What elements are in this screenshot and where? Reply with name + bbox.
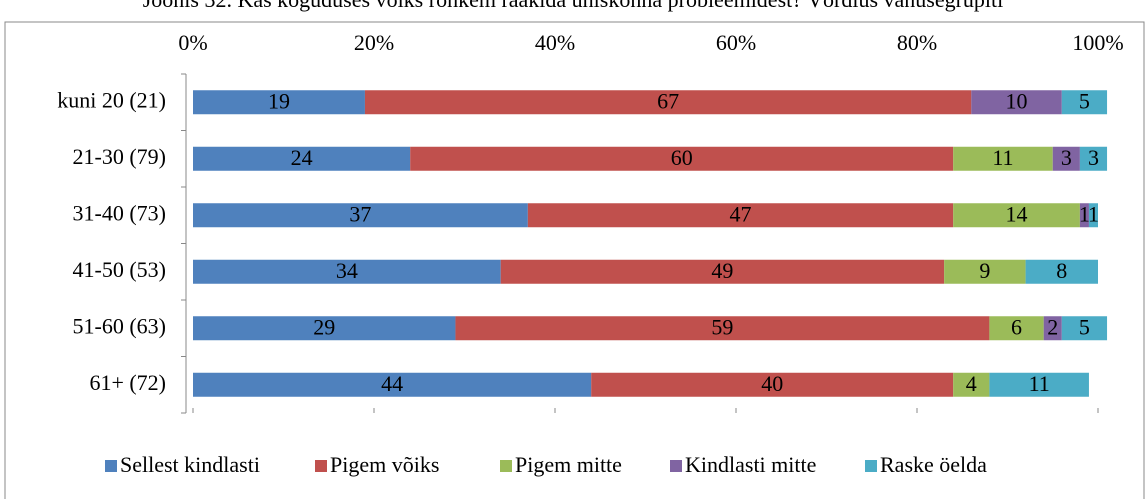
data-label: 67 — [657, 88, 679, 113]
x-tick-label: 80% — [897, 30, 937, 55]
bar-segment — [944, 259, 1026, 284]
bar-segment — [193, 90, 365, 115]
bar-segment — [1043, 316, 1062, 341]
data-label: 1 — [1079, 201, 1090, 226]
x-tick-label: 60% — [716, 30, 756, 55]
data-label: 14 — [1006, 201, 1028, 226]
x-tick-label: 0% — [178, 30, 207, 55]
bar-segment — [953, 372, 990, 397]
x-tick-label: 100% — [1072, 30, 1123, 55]
bar-segment — [971, 90, 1062, 115]
bar-segment — [591, 372, 954, 397]
legend-swatch — [315, 460, 327, 472]
data-label: 5 — [1079, 314, 1090, 339]
bar-segment — [1025, 259, 1098, 284]
data-label: 1 — [1088, 201, 1099, 226]
data-label: 49 — [711, 258, 733, 283]
bar-segment — [364, 90, 972, 115]
chart-title: Joonis 32. Kas koguduses võiks rohkem rä… — [143, 0, 1004, 12]
data-label: 37 — [349, 201, 371, 226]
bar-segment — [953, 146, 1053, 171]
data-label: 3 — [1061, 145, 1072, 170]
bar-segment — [410, 146, 954, 171]
y-tick-label: kuni 20 (21) — [57, 87, 166, 112]
bar-segment — [1079, 203, 1089, 228]
bar-segment — [1079, 146, 1108, 171]
bar-segment — [989, 316, 1044, 341]
data-label: 8 — [1056, 258, 1067, 283]
y-tick-label: 41-50 (53) — [73, 257, 166, 282]
y-tick-label: 21-30 (79) — [73, 144, 166, 169]
legend-swatch — [105, 460, 117, 472]
bar-segment — [1052, 146, 1080, 171]
data-label: 3 — [1088, 145, 1099, 170]
chart-frame — [4, 21, 1145, 499]
legend-label: Pigem võiks — [330, 452, 439, 477]
bar-segment — [1088, 203, 1098, 228]
legend-label: Pigem mitte — [515, 452, 622, 477]
data-label: 4 — [966, 371, 977, 396]
data-label: 9 — [979, 258, 990, 283]
bar-segment — [1061, 316, 1108, 341]
x-tick-label: 40% — [535, 30, 575, 55]
data-label: 29 — [313, 314, 335, 339]
data-label: 60 — [671, 145, 693, 170]
data-label: 6 — [1011, 314, 1022, 339]
legend-swatch — [865, 460, 877, 472]
legend-label: Sellest kindlasti — [120, 452, 260, 477]
data-label: 47 — [730, 201, 752, 226]
bar-segment — [193, 203, 528, 228]
legend-swatch — [500, 460, 512, 472]
data-label: 44 — [381, 371, 403, 396]
bar-segment — [953, 203, 1080, 228]
y-tick-label: 31-40 (73) — [73, 200, 166, 225]
data-label: 19 — [268, 88, 290, 113]
data-label: 59 — [711, 314, 733, 339]
bar-segment — [500, 259, 945, 284]
data-label: 24 — [291, 145, 313, 170]
bar-segment — [1061, 90, 1108, 115]
legend-label: Raske öelda — [880, 452, 987, 477]
bar-segment — [989, 372, 1089, 397]
data-label: 11 — [992, 145, 1013, 170]
y-tick-label: 61+ (72) — [89, 370, 166, 395]
bar-segment — [455, 316, 990, 341]
bar-segment — [193, 372, 592, 397]
data-label: 2 — [1047, 314, 1058, 339]
y-tick-label: 51-60 (63) — [73, 313, 166, 338]
data-label: 10 — [1006, 88, 1028, 113]
bar-segment — [527, 203, 954, 228]
data-label: 5 — [1079, 88, 1090, 113]
data-label: 40 — [761, 371, 783, 396]
legend-swatch — [670, 460, 682, 472]
x-tick-label: 20% — [354, 30, 394, 55]
legend-label: Kindlasti mitte — [685, 452, 816, 477]
data-label: 11 — [1029, 371, 1050, 396]
bar-segment — [193, 259, 501, 284]
bar-segment — [193, 146, 411, 171]
bar-segment — [193, 316, 456, 341]
data-label: 34 — [336, 258, 358, 283]
